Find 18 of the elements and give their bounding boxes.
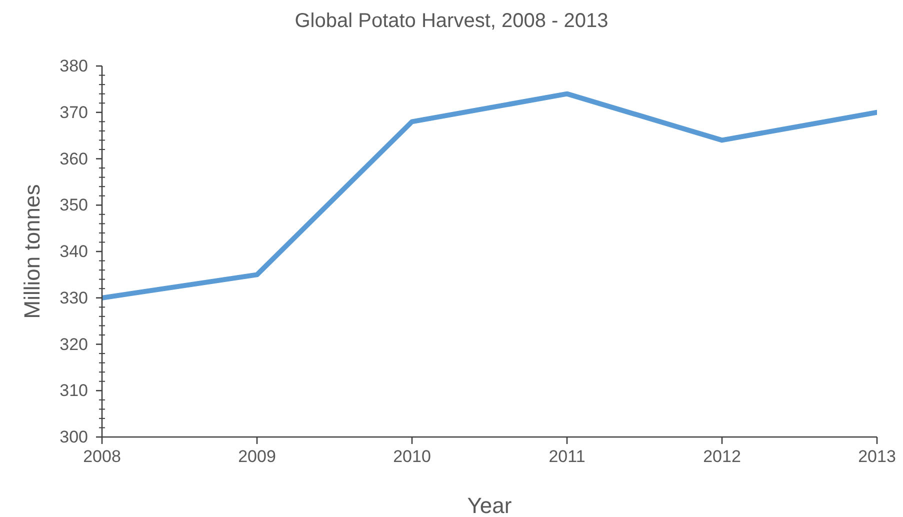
y-tick-label: 370 bbox=[60, 102, 88, 122]
x-tick-label: 2011 bbox=[548, 447, 586, 466]
x-tick-label: 2009 bbox=[238, 447, 276, 466]
x-axis-title: Year bbox=[467, 493, 512, 517]
y-tick-label: 340 bbox=[60, 242, 88, 261]
x-tick-label: 2008 bbox=[83, 447, 121, 466]
y-tick-label: 350 bbox=[60, 196, 88, 215]
y-tick-label: 300 bbox=[60, 428, 88, 446]
y-axis-title: Million tonnes bbox=[20, 184, 44, 319]
chart-title: Global Potato Harvest, 2008 - 2013 bbox=[294, 9, 610, 34]
y-tick-label: 310 bbox=[60, 381, 88, 400]
y-tick-label: 320 bbox=[60, 334, 88, 354]
x-tick-label: 2010 bbox=[393, 447, 431, 466]
y-tick-label: 330 bbox=[60, 288, 88, 308]
y-tick-label: 360 bbox=[60, 149, 88, 168]
x-tick-label: 2013 bbox=[858, 447, 896, 466]
y-tick-label: 380 bbox=[60, 56, 88, 76]
x-tick-label: 2012 bbox=[703, 447, 741, 466]
